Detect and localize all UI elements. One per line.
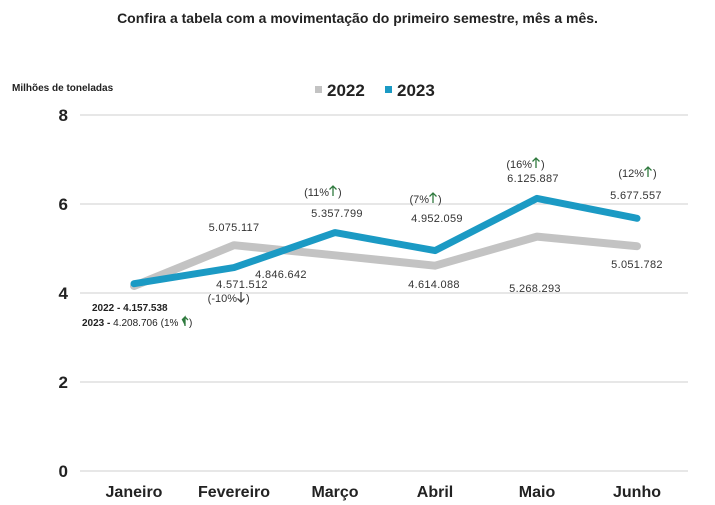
data-labels: 5.075.117 4.571.512 (-10%) 4.846.642 5.357.7…: [208, 157, 663, 305]
change-label-2023-5: (12%: [618, 168, 644, 180]
y-axis-label: Milhões de toneladas: [12, 83, 114, 94]
change-paren-5: ): [653, 168, 657, 180]
x-tick-label-2: Março: [311, 484, 358, 501]
start-annotation-2022: 2022 - 4.157.538: [92, 303, 168, 314]
change-label-2023-3: (7%: [409, 194, 429, 206]
start-change-arrow-up-icon: [181, 315, 189, 326]
chart-caption: Confira a tabela com a movimentação do p…: [117, 10, 598, 26]
change-paren-1: ): [246, 293, 250, 305]
x-tick-label-4: Maio: [519, 484, 556, 501]
y-tick-label-8: 8: [59, 106, 68, 125]
series-line-2022: [130, 232, 641, 290]
data-label-2022-2: 4.846.642: [255, 269, 307, 281]
data-label-2022-5: 5.051.782: [611, 259, 663, 271]
data-label-2022-3: 4.614.088: [408, 279, 460, 291]
x-tick-label-0: Janeiro: [106, 484, 163, 501]
x-axis-categories: Janeiro Fevereiro Março Abril Maio Junho: [106, 484, 662, 501]
x-tick-label-5: Junho: [613, 484, 661, 501]
change-label-2023-2: (11%: [304, 187, 329, 199]
arrow-up-icon-4: [532, 157, 540, 168]
change-paren-3: ): [438, 194, 442, 206]
data-label-2022-4: 5.268.293: [509, 283, 561, 295]
series-line-2023: [130, 194, 641, 288]
y-tick-label-0: 0: [59, 462, 68, 481]
legend-swatch-2022: [315, 86, 322, 93]
start-paren-close: ): [189, 318, 192, 329]
arrow-up-icon-3: [429, 192, 437, 203]
change-label-2023-1: (-10%: [208, 293, 238, 305]
y-tick-label-2: 2: [59, 373, 68, 392]
data-label-2023-1: 4.571.512: [216, 279, 268, 291]
x-tick-label-1: Fevereiro: [198, 484, 270, 501]
legend: 2022 2023: [315, 81, 435, 100]
arrow-up-icon-2: [329, 185, 337, 196]
data-label-2023-4: 6.125.887: [507, 173, 559, 185]
legend-swatch-2023: [385, 86, 392, 93]
y-tick-label-4: 4: [59, 284, 69, 303]
grid-lines: [80, 114, 688, 472]
start-annotation: 2022 - 4.157.538 2023 - 4.208.706 (1% ): [82, 303, 192, 329]
data-label-2023-5: 5.677.557: [610, 190, 662, 202]
series-lines: [130, 194, 641, 290]
y-axis-ticks: 0 2 4 6 8: [59, 106, 69, 481]
data-label-2022-1: 5.075.117: [209, 222, 260, 234]
y-tick-label-6: 6: [59, 195, 68, 214]
arrow-down-icon-1: [237, 292, 245, 303]
start-annotation-2023: 2023 - 4.208.706 (1%: [82, 318, 179, 329]
legend-label-2023: 2023: [397, 81, 435, 100]
data-label-2023-3: 4.952.059: [411, 213, 463, 225]
x-tick-label-3: Abril: [417, 484, 453, 501]
data-label-2023-2: 5.357.799: [311, 208, 363, 220]
arrow-up-icon-5: [644, 166, 652, 177]
change-paren-2: ): [338, 187, 342, 199]
change-paren-4: ): [541, 159, 545, 171]
change-label-2023-4: (16%: [506, 159, 532, 171]
legend-label-2022: 2022: [327, 81, 365, 100]
